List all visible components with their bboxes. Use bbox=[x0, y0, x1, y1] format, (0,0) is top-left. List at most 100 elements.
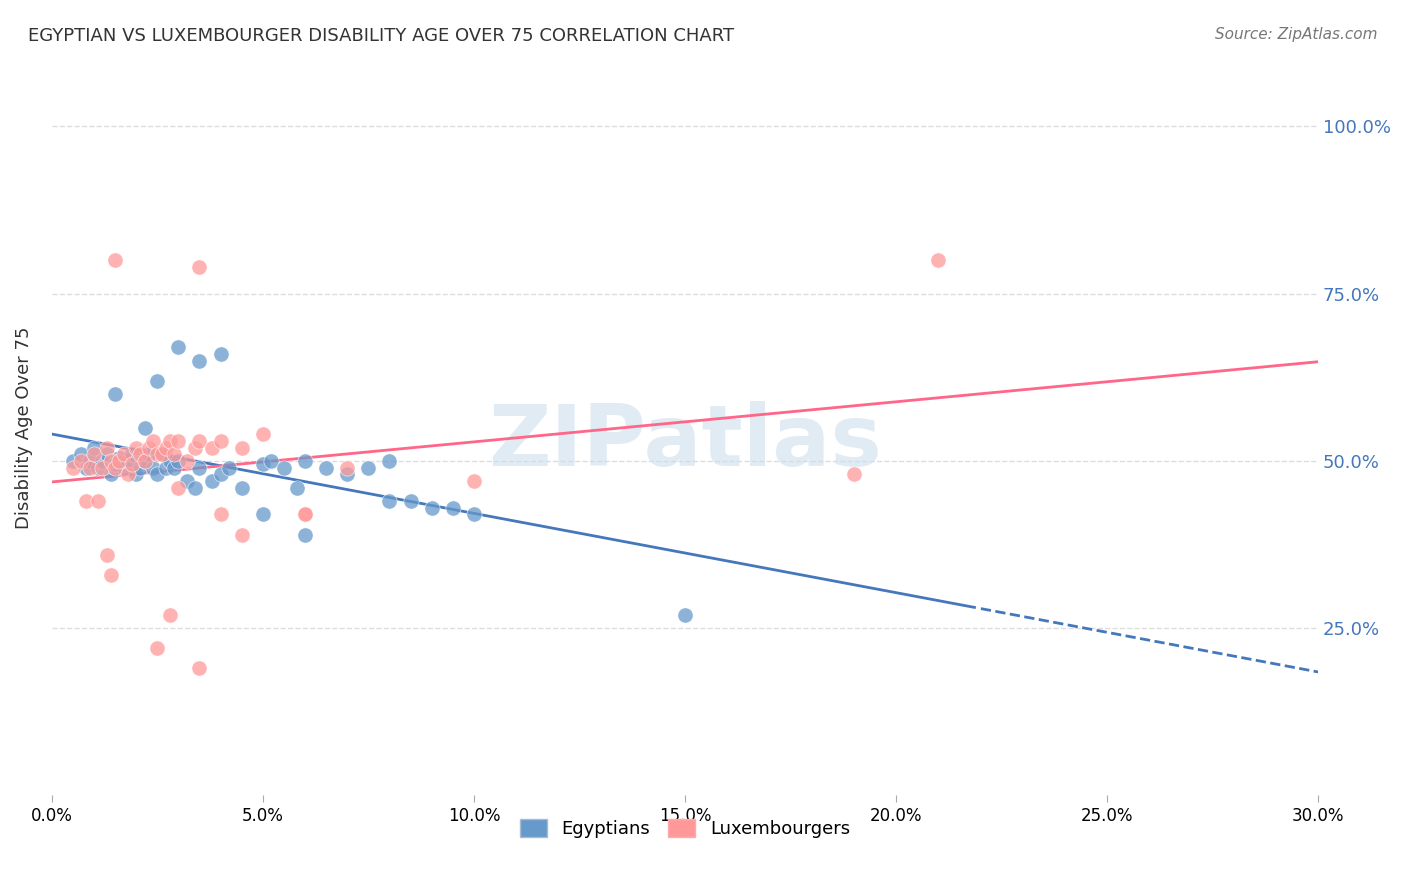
Point bbox=[125, 467, 148, 482]
Point bbox=[108, 454, 131, 468]
Point bbox=[138, 447, 160, 461]
Point bbox=[79, 460, 101, 475]
Point bbox=[231, 441, 253, 455]
Point bbox=[125, 441, 148, 455]
Point bbox=[167, 340, 190, 354]
Point bbox=[138, 441, 160, 455]
Point bbox=[134, 454, 156, 468]
Y-axis label: Disability Age Over 75: Disability Age Over 75 bbox=[15, 326, 32, 529]
Point bbox=[441, 500, 464, 515]
Point bbox=[75, 494, 97, 508]
Point bbox=[315, 460, 337, 475]
Point bbox=[129, 460, 152, 475]
Point bbox=[842, 467, 865, 482]
Point bbox=[294, 454, 316, 468]
Point bbox=[79, 454, 101, 468]
Point bbox=[209, 508, 232, 522]
Point bbox=[927, 253, 949, 268]
Point bbox=[155, 441, 177, 455]
Point bbox=[167, 481, 190, 495]
Point bbox=[209, 347, 232, 361]
Point bbox=[142, 434, 165, 448]
Point bbox=[62, 454, 84, 468]
Point bbox=[146, 374, 169, 388]
Point bbox=[159, 434, 181, 448]
Point bbox=[188, 260, 211, 274]
Point bbox=[420, 500, 443, 515]
Point bbox=[463, 474, 485, 488]
Point bbox=[252, 508, 274, 522]
Point bbox=[252, 458, 274, 472]
Point bbox=[70, 447, 93, 461]
Point bbox=[87, 460, 110, 475]
Point bbox=[273, 460, 295, 475]
Point bbox=[159, 454, 181, 468]
Point bbox=[378, 454, 401, 468]
Point bbox=[184, 441, 207, 455]
Point bbox=[91, 460, 114, 475]
Text: ZIPatlas: ZIPatlas bbox=[488, 401, 882, 483]
Point bbox=[201, 441, 224, 455]
Point bbox=[87, 494, 110, 508]
Point bbox=[167, 434, 190, 448]
Point bbox=[336, 460, 359, 475]
Point bbox=[83, 441, 105, 455]
Point bbox=[146, 447, 169, 461]
Point bbox=[112, 447, 135, 461]
Point bbox=[176, 474, 198, 488]
Point bbox=[252, 427, 274, 442]
Point bbox=[146, 467, 169, 482]
Point bbox=[184, 481, 207, 495]
Point bbox=[188, 661, 211, 675]
Point bbox=[201, 474, 224, 488]
Point bbox=[96, 441, 118, 455]
Point bbox=[104, 253, 127, 268]
Point bbox=[150, 447, 173, 461]
Point bbox=[209, 434, 232, 448]
Point bbox=[134, 454, 156, 468]
Point bbox=[121, 447, 143, 461]
Point bbox=[155, 460, 177, 475]
Point bbox=[104, 458, 127, 472]
Point bbox=[100, 454, 122, 468]
Point bbox=[117, 467, 139, 482]
Point bbox=[163, 460, 186, 475]
Point bbox=[218, 460, 240, 475]
Point bbox=[159, 607, 181, 622]
Point bbox=[163, 447, 186, 461]
Point bbox=[399, 494, 422, 508]
Point bbox=[100, 567, 122, 582]
Point bbox=[188, 434, 211, 448]
Point bbox=[294, 508, 316, 522]
Point bbox=[209, 467, 232, 482]
Point bbox=[62, 460, 84, 475]
Point bbox=[673, 607, 696, 622]
Point bbox=[260, 454, 283, 468]
Point bbox=[75, 460, 97, 475]
Point bbox=[91, 454, 114, 468]
Point bbox=[378, 494, 401, 508]
Point bbox=[336, 467, 359, 482]
Point bbox=[108, 450, 131, 465]
Point bbox=[231, 481, 253, 495]
Point bbox=[100, 467, 122, 482]
Point bbox=[104, 387, 127, 401]
Point bbox=[294, 527, 316, 541]
Point bbox=[176, 454, 198, 468]
Point bbox=[96, 548, 118, 562]
Point bbox=[96, 447, 118, 461]
Point bbox=[231, 527, 253, 541]
Point bbox=[112, 460, 135, 475]
Point bbox=[142, 460, 165, 475]
Point bbox=[121, 458, 143, 472]
Point bbox=[294, 508, 316, 522]
Point bbox=[285, 481, 308, 495]
Point bbox=[129, 447, 152, 461]
Text: Source: ZipAtlas.com: Source: ZipAtlas.com bbox=[1215, 27, 1378, 42]
Point bbox=[167, 454, 190, 468]
Text: EGYPTIAN VS LUXEMBOURGER DISABILITY AGE OVER 75 CORRELATION CHART: EGYPTIAN VS LUXEMBOURGER DISABILITY AGE … bbox=[28, 27, 734, 45]
Point bbox=[146, 641, 169, 656]
Point bbox=[83, 447, 105, 461]
Point bbox=[188, 353, 211, 368]
Point bbox=[117, 454, 139, 468]
